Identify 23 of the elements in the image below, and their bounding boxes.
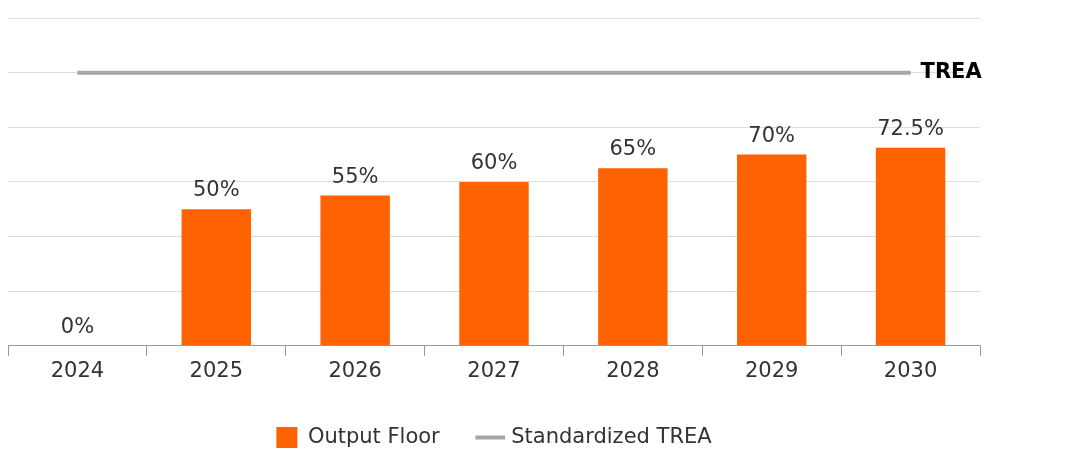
data-label: 0% [60, 313, 95, 338]
x-tick-label: 2025 [189, 357, 244, 382]
data-label: 65% [609, 136, 657, 161]
data-label: 60% [470, 149, 518, 174]
x-tick-label: 2028 [606, 357, 660, 382]
x-tick-label: 2027 [467, 357, 521, 382]
bar [598, 168, 668, 346]
x-tick-label: 2029 [744, 357, 799, 382]
data-label: 70% [748, 122, 796, 147]
legend-label: Standardized TREA [511, 423, 713, 448]
x-tick-label: 2030 [883, 357, 938, 382]
x-tick-label: 2026 [328, 357, 382, 382]
bar [320, 195, 390, 346]
data-label: 50% [192, 177, 240, 202]
bar [181, 209, 251, 346]
bar [459, 181, 529, 346]
x-tick-label: 2024 [50, 357, 105, 382]
bar [737, 154, 807, 346]
bar [875, 147, 946, 346]
annotation: TREA [920, 59, 983, 84]
legend-label: Output Floor [307, 423, 441, 448]
data-label: 72.5% [877, 115, 944, 140]
data-label: 55% [331, 163, 379, 188]
